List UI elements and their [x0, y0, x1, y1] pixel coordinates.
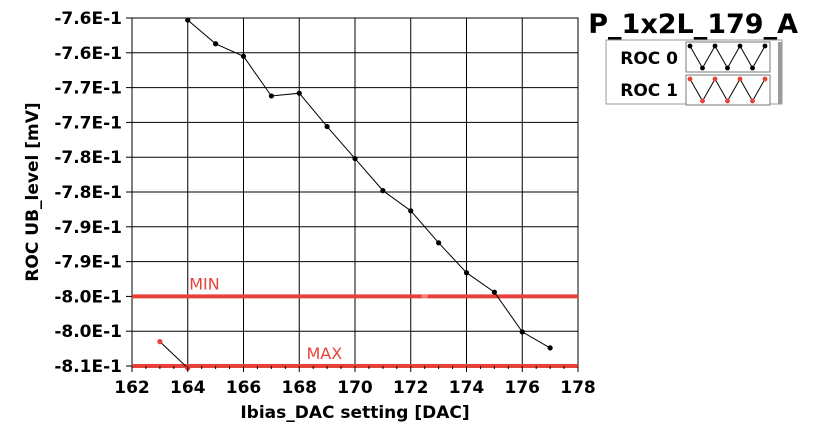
x-tick-label: 162	[114, 378, 150, 398]
legend-sample-roc-1-marker	[712, 76, 718, 82]
x-axis-title: Ibias_DAC setting [DAC]	[240, 403, 469, 423]
data-point-roc-0	[213, 41, 219, 47]
y-tick-label: -7.6E-1	[54, 9, 122, 29]
legend-sample-roc-0-marker	[762, 43, 768, 49]
threshold-label-max: MAX	[306, 344, 342, 363]
legend: ROC 0 ROC 1	[605, 39, 783, 106]
legend-sample-roc-1-frame	[685, 74, 771, 106]
y-tick-label: -7.8E-1	[54, 148, 122, 168]
legend-sample-roc-0-marker	[687, 43, 693, 49]
series-line-roc-0	[187, 19, 551, 349]
data-point-roc-0	[519, 329, 525, 335]
data-point-roc-0	[324, 123, 330, 130]
data-point-roc-0	[185, 17, 191, 23]
y-tick-label: -8.1E-1	[54, 357, 122, 377]
grid	[131, 17, 579, 367]
x-tick-label: 172	[393, 378, 429, 398]
legend-sample-roc-1-marker	[750, 98, 755, 104]
legend-sample-roc-1-marker	[687, 76, 693, 82]
legend-sample-roc-0	[685, 41, 771, 73]
y-tick-label: -7.7E-1	[54, 113, 122, 133]
y-axis-ticks: -7.6E-1 -7.6E-1 -7.7E-1 -7.7E-1 -7.8E-1 -7.8E…	[54, 9, 132, 377]
x-tick-label: 170	[337, 378, 373, 398]
legend-sample-roc-1-marker	[762, 76, 768, 82]
data-point-roc-1	[157, 339, 163, 345]
legend-sample-roc-1	[685, 74, 771, 106]
y-tick-label: -7.9E-1	[54, 253, 122, 273]
y-tick-label: -8.0E-1	[54, 322, 122, 342]
data-point-roc-0	[547, 345, 553, 351]
y-tick-label: -8.0E-1	[54, 287, 122, 307]
legend-label-roc-0: ROC 0	[620, 49, 678, 69]
y-tick-label: -7.9E-1	[54, 218, 122, 238]
data-point-roc-0	[408, 208, 414, 214]
series-line-roc-1	[159, 341, 189, 369]
chart-title: P_1x2L_179_A	[588, 9, 798, 40]
legend-sample-roc-0-marker	[750, 65, 755, 71]
x-axis-ticks: 162 164 166 168 170 172 174 176 178	[114, 366, 596, 398]
x-tick-label: 164	[170, 378, 206, 398]
data-point-roc-0	[352, 155, 358, 162]
x-tick-label: 178	[560, 378, 596, 398]
data-point-roc-0	[380, 188, 386, 194]
x-tick-label: 176	[505, 378, 541, 398]
legend-sample-roc-0-marker	[712, 43, 718, 49]
legend-sample-roc-0-marker	[737, 43, 743, 49]
data-point-roc-0	[491, 289, 497, 295]
legend-sample-roc-0-marker	[725, 65, 730, 71]
x-tick-label: 174	[449, 378, 485, 398]
legend-sample-roc-1-marker	[737, 76, 743, 82]
legend-shadow	[778, 42, 782, 104]
threshold-label-min: MIN	[189, 274, 220, 293]
legend-sample-roc-1-marker	[725, 98, 730, 104]
y-tick-label: -7.8E-1	[54, 183, 122, 203]
legend-sample-roc-0-marker	[700, 65, 705, 71]
data-point-roc-0	[268, 93, 274, 99]
data-point-roc-0	[463, 270, 470, 276]
x-tick-label: 166	[226, 378, 262, 398]
y-tick-label: -7.7E-1	[54, 79, 122, 99]
min-line-marker	[421, 294, 428, 299]
data-point-roc-0	[240, 53, 247, 59]
y-axis-title: ROC UB_level [mV]	[23, 102, 43, 281]
legend-label-roc-1: ROC 1	[620, 81, 678, 101]
x-tick-label: 168	[282, 378, 318, 398]
legend-sample-roc-1-marker	[700, 98, 705, 104]
data-point-roc-0	[436, 240, 442, 246]
data-point-roc-0	[296, 90, 302, 96]
y-tick-label: -7.6E-1	[54, 44, 122, 64]
series	[157, 17, 553, 371]
